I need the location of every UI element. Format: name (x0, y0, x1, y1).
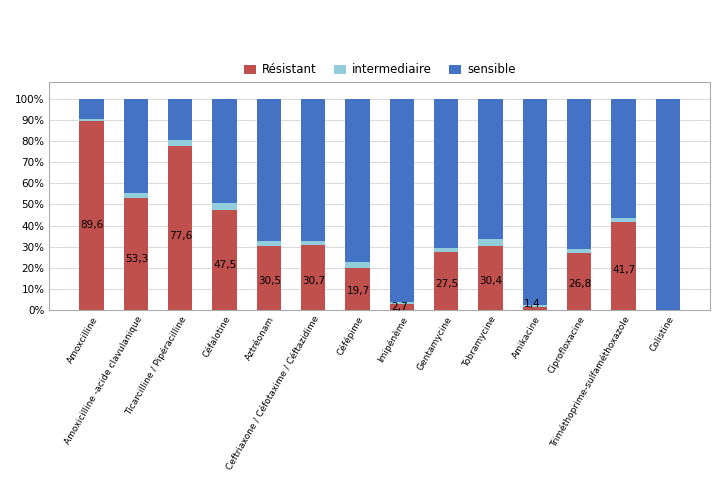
Bar (434, 248, 458, 252)
Bar (80, 119, 104, 121)
Bar (168, 99, 192, 140)
Bar (345, 268, 370, 310)
Bar (212, 99, 237, 204)
Bar (434, 99, 458, 248)
Bar (301, 241, 326, 245)
Text: 89,6: 89,6 (80, 220, 104, 230)
Bar (655, 99, 680, 310)
Text: 47,5: 47,5 (214, 260, 237, 270)
Bar (168, 140, 192, 146)
Bar (345, 99, 370, 262)
Bar (611, 99, 636, 218)
Text: 27,5: 27,5 (435, 279, 458, 289)
Text: 30,7: 30,7 (302, 276, 326, 286)
Bar (434, 252, 458, 310)
Bar (301, 245, 326, 310)
Bar (124, 99, 148, 193)
Bar (478, 240, 502, 246)
Text: 1,4: 1,4 (524, 299, 540, 309)
Text: 41,7: 41,7 (613, 265, 636, 275)
Text: 77,6: 77,6 (169, 231, 193, 241)
Bar (523, 305, 547, 307)
Bar (212, 204, 237, 210)
Bar (389, 304, 414, 310)
Text: 19,7: 19,7 (347, 286, 370, 296)
Text: 53,3: 53,3 (125, 254, 148, 264)
Bar (345, 262, 370, 268)
Text: 30,4: 30,4 (479, 276, 502, 286)
Bar (567, 253, 592, 310)
Legend: Résistant, intermediaire, sensible: Résistant, intermediaire, sensible (239, 58, 521, 81)
Bar (80, 121, 104, 310)
Bar (523, 307, 547, 310)
Bar (124, 198, 148, 310)
Bar (611, 218, 636, 222)
Bar (389, 302, 414, 304)
Bar (478, 99, 502, 240)
Bar (257, 245, 281, 310)
Bar (168, 146, 192, 310)
Bar (124, 193, 148, 198)
Bar (257, 99, 281, 242)
Bar (257, 242, 281, 245)
Text: 2,7: 2,7 (391, 302, 407, 312)
Bar (389, 99, 414, 302)
Bar (611, 222, 636, 310)
Bar (567, 249, 592, 253)
Text: 26,8: 26,8 (568, 280, 592, 289)
Bar (212, 210, 237, 310)
Bar (523, 99, 547, 305)
Bar (80, 99, 104, 119)
Text: 30,5: 30,5 (258, 276, 281, 286)
Bar (301, 99, 326, 241)
Bar (478, 246, 502, 310)
Bar (567, 99, 592, 249)
